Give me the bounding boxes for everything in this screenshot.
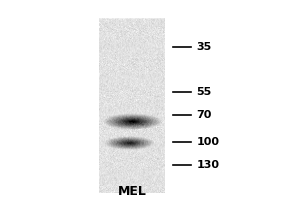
Text: MEL: MEL	[118, 185, 146, 198]
Text: 55: 55	[196, 87, 212, 97]
Text: 35: 35	[196, 42, 212, 52]
Text: 100: 100	[196, 137, 220, 147]
Text: 130: 130	[196, 160, 220, 170]
Text: 70: 70	[196, 110, 212, 120]
